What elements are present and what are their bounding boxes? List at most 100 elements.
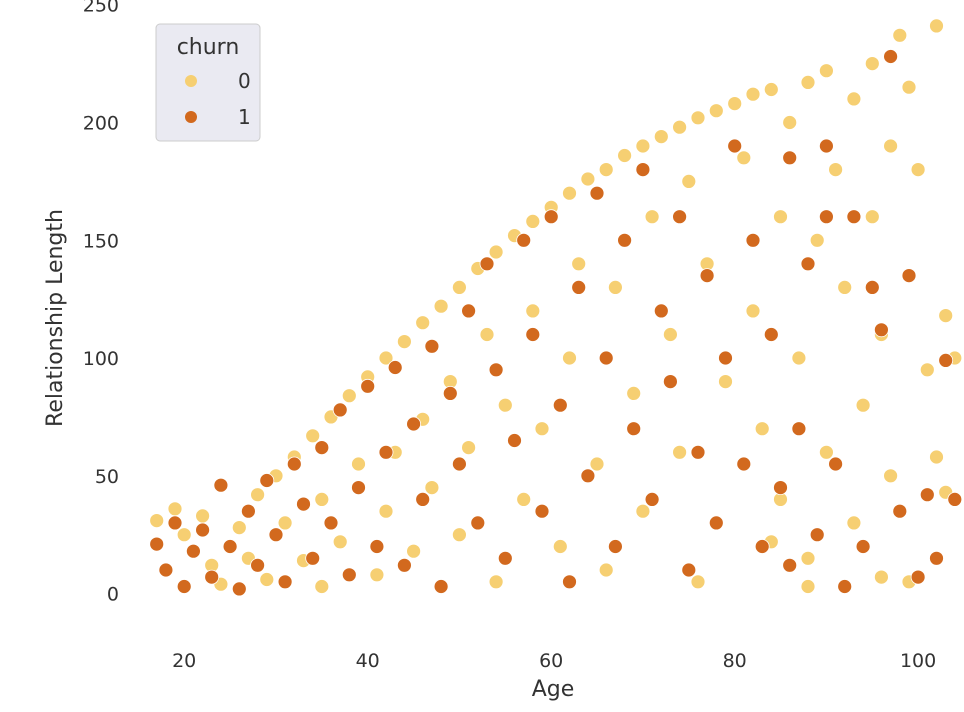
point-churn-1 — [296, 496, 311, 512]
y-tick-label: 50 — [95, 466, 119, 488]
point-churn-0 — [653, 129, 669, 145]
point-churn-0 — [938, 308, 954, 324]
point-churn-1 — [809, 527, 825, 543]
point-churn-1 — [231, 581, 247, 597]
point-churn-1 — [571, 279, 587, 295]
point-churn-0 — [497, 397, 513, 413]
point-churn-1 — [332, 402, 348, 418]
legend-marker-1 — [185, 111, 197, 123]
point-churn-1 — [222, 539, 238, 554]
x-tick-label: 60 — [539, 650, 563, 672]
point-churn-1 — [672, 209, 687, 225]
point-churn-0 — [883, 468, 898, 484]
point-churn-1 — [378, 444, 394, 460]
x-tick-label: 20 — [172, 650, 196, 672]
point-churn-1 — [525, 327, 541, 342]
point-churn-0 — [919, 362, 935, 378]
point-churn-1 — [543, 209, 559, 225]
point-churn-0 — [314, 579, 330, 594]
point-churn-0 — [635, 138, 651, 154]
point-churn-1 — [855, 539, 871, 554]
point-churn-0 — [681, 173, 697, 189]
point-churn-1 — [149, 536, 165, 552]
point-churn-1 — [626, 421, 642, 437]
point-churn-0 — [864, 56, 880, 71]
point-churn-1 — [442, 385, 458, 401]
point-churn-0 — [883, 138, 898, 154]
point-churn-1 — [580, 468, 596, 484]
point-churn-1 — [516, 232, 532, 248]
point-churn-1 — [828, 456, 843, 472]
point-churn-0 — [828, 162, 843, 178]
point-churn-0 — [617, 148, 632, 163]
point-churn-1 — [488, 362, 504, 378]
point-churn-1 — [598, 350, 614, 366]
point-churn-0 — [809, 232, 825, 248]
x-tick-label: 40 — [356, 650, 380, 672]
point-churn-1 — [507, 433, 522, 448]
point-churn-0 — [415, 315, 431, 331]
point-churn-0 — [672, 444, 687, 460]
x-tick-label: 80 — [723, 650, 747, 672]
point-churn-1 — [919, 487, 935, 503]
point-churn-1 — [259, 473, 275, 488]
point-churn-1 — [250, 557, 266, 573]
point-churn-1 — [837, 579, 853, 594]
point-churn-0 — [195, 508, 211, 524]
point-churn-0 — [819, 444, 834, 460]
point-churn-0 — [598, 562, 614, 578]
point-churn-1 — [176, 579, 192, 594]
point-churn-1 — [552, 397, 568, 413]
point-churn-1 — [910, 569, 926, 585]
point-churn-1 — [185, 543, 201, 559]
legend-box — [155, 23, 261, 142]
point-churn-0 — [525, 303, 541, 319]
point-churn-1 — [663, 374, 678, 390]
point-churn-0 — [580, 171, 596, 187]
point-churn-0 — [708, 103, 724, 119]
y-tick-label: 100 — [83, 348, 119, 370]
legend-label-1: 1 — [238, 105, 251, 129]
point-churn-1 — [819, 138, 834, 154]
x-tick-label: 100 — [900, 650, 936, 672]
point-churn-1 — [479, 256, 495, 272]
point-churn-0 — [901, 79, 917, 95]
point-churn-1 — [396, 557, 412, 573]
point-churn-0 — [929, 18, 944, 34]
point-churn-0 — [635, 503, 651, 519]
point-churn-0 — [406, 543, 422, 559]
point-churn-0 — [231, 520, 247, 535]
point-churn-0 — [571, 256, 587, 272]
legend-marker-0 — [185, 75, 197, 87]
point-churn-1 — [782, 150, 798, 166]
point-churn-0 — [864, 209, 880, 225]
point-churn-0 — [589, 456, 605, 472]
point-churn-0 — [516, 491, 532, 507]
point-churn-0 — [736, 150, 752, 166]
point-churn-0 — [929, 449, 944, 465]
point-churn-0 — [874, 569, 889, 585]
point-churn-0 — [754, 421, 770, 437]
point-churn-1 — [286, 456, 302, 472]
point-churn-0 — [690, 574, 706, 590]
point-churn-1 — [158, 562, 174, 578]
point-churn-0 — [259, 572, 275, 587]
point-churn-0 — [167, 501, 183, 517]
point-churn-0 — [846, 91, 862, 107]
point-churn-0 — [479, 327, 495, 342]
point-churn-0 — [149, 513, 165, 528]
point-churn-0 — [745, 303, 761, 319]
point-churn-0 — [378, 350, 394, 366]
point-churn-0 — [424, 480, 440, 496]
point-churn-1 — [947, 491, 963, 507]
point-churn-1 — [763, 327, 779, 342]
point-churn-1 — [727, 138, 743, 154]
point-churn-0 — [791, 350, 807, 366]
x-axis-label: Age — [532, 677, 575, 702]
point-churn-1 — [461, 303, 477, 319]
point-churn-0 — [378, 503, 394, 519]
point-churn-1 — [323, 515, 339, 531]
point-churn-1 — [892, 503, 908, 519]
point-churn-0 — [488, 574, 504, 590]
point-churn-0 — [433, 298, 449, 314]
